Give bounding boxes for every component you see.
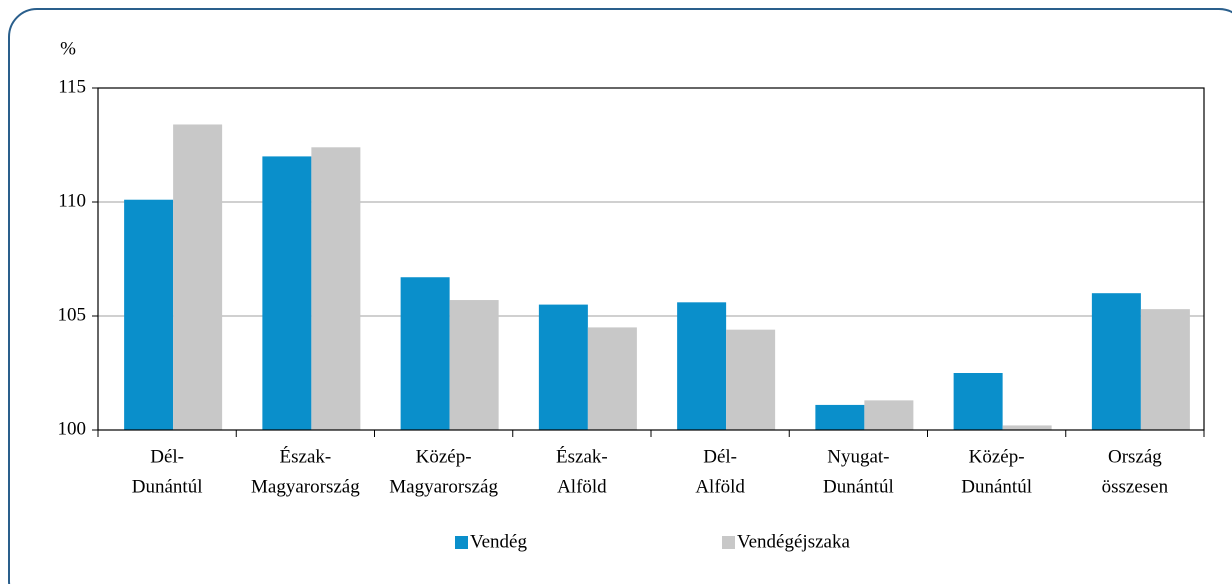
bar	[677, 302, 727, 430]
bar	[1002, 425, 1052, 430]
x-tick-label: Alföld	[557, 476, 607, 497]
x-tick-label: Dunántúl	[961, 476, 1032, 497]
plot-border	[97, 87, 1205, 431]
x-tick-label: Közép-	[969, 446, 1025, 467]
bar	[953, 373, 1003, 430]
legend-label: Vendég	[470, 531, 527, 552]
x-tick-label: Dél-	[150, 446, 184, 467]
legend-swatch	[722, 536, 735, 549]
bar	[1091, 293, 1141, 430]
legend-swatch	[455, 536, 468, 549]
y-tick-label: 105	[58, 304, 87, 325]
x-tick-label: Magyarország	[389, 476, 498, 497]
bar	[587, 327, 637, 430]
x-tick-label: Dunántúl	[132, 476, 203, 497]
x-tick-label: Észak-	[556, 445, 608, 467]
bar	[311, 147, 361, 430]
bar	[400, 277, 450, 430]
x-tick-label: Nyugat-	[827, 446, 889, 467]
x-tick-label: Dunántúl	[823, 476, 894, 497]
x-tick-label: Közép-	[416, 446, 472, 467]
bar	[449, 300, 499, 430]
x-tick-label: Dél-	[703, 446, 737, 467]
bar	[815, 404, 865, 430]
x-tick-label: Ország	[1108, 446, 1162, 467]
y-tick-label: 110	[58, 190, 86, 211]
x-tick-label: Magyarország	[251, 476, 360, 497]
bar	[864, 400, 914, 430]
y-tick-label: 100	[58, 418, 87, 439]
x-tick-label: Észak-	[280, 445, 332, 467]
y-tick-label: 115	[58, 76, 86, 97]
bar	[1140, 309, 1190, 430]
x-tick-label: Alföld	[695, 476, 745, 497]
y-axis-label: %	[60, 38, 76, 59]
x-tick-label: összesen	[1102, 476, 1169, 497]
bar	[173, 124, 223, 430]
bar	[124, 199, 174, 430]
bar	[538, 304, 588, 430]
legend-label: Vendégéjszaka	[737, 531, 850, 552]
bar	[726, 329, 776, 430]
bar	[262, 156, 312, 430]
